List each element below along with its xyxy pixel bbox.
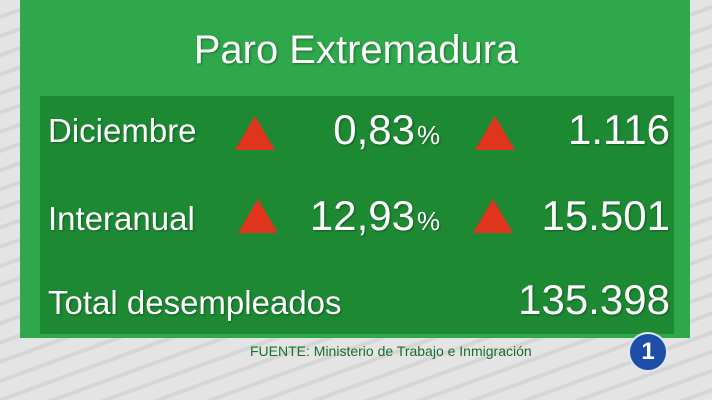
up-arrow <box>473 199 513 233</box>
title: Paro Extremadura <box>193 28 519 72</box>
percent-unit: % <box>417 120 441 150</box>
channel-logo: 1 <box>628 332 668 372</box>
row-label: Diciembre <box>48 112 197 149</box>
percent: 12,93 <box>309 192 415 239</box>
count: 15.501 <box>541 192 670 239</box>
percent-unit: % <box>417 206 441 236</box>
up-arrow <box>238 199 278 233</box>
percent: 0,83 <box>333 106 415 153</box>
count: 135.398 <box>518 276 670 323</box>
row-label: Interanual <box>48 200 195 237</box>
row-label: Total desempleados <box>48 284 342 321</box>
count: 1.116 <box>568 106 670 153</box>
panel-body <box>40 96 674 334</box>
up-arrow <box>235 116 275 150</box>
up-arrow <box>475 116 515 150</box>
source: FUENTE: Ministerio de Trabajo e Inmigrac… <box>250 343 532 359</box>
